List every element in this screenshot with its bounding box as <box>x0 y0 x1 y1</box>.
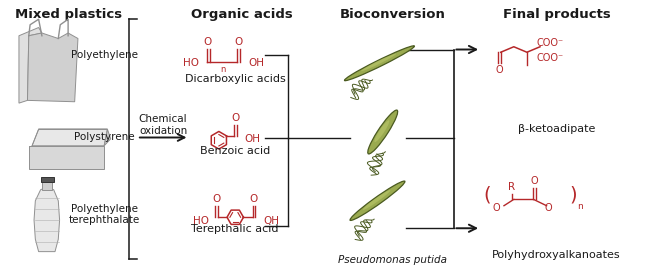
Polygon shape <box>32 129 107 146</box>
Text: O: O <box>492 203 500 213</box>
Text: OH: OH <box>248 58 265 68</box>
Text: Pseudomonas putida: Pseudomonas putida <box>338 255 447 265</box>
Polygon shape <box>28 33 78 102</box>
Ellipse shape <box>374 120 390 142</box>
Polygon shape <box>19 28 42 103</box>
Text: O: O <box>531 176 539 186</box>
Text: Terepthalic acid: Terepthalic acid <box>191 224 279 234</box>
Text: HO: HO <box>183 58 199 68</box>
Polygon shape <box>42 182 53 190</box>
Text: O: O <box>250 194 258 204</box>
Ellipse shape <box>363 190 390 210</box>
Text: OH: OH <box>263 216 279 225</box>
Text: O: O <box>232 113 240 123</box>
Text: Organic acids: Organic acids <box>191 8 293 21</box>
Text: Polyhydroxyalkanoates: Polyhydroxyalkanoates <box>492 250 620 260</box>
Text: O: O <box>234 37 243 47</box>
Text: Dicarboxylic acids: Dicarboxylic acids <box>185 74 286 84</box>
Ellipse shape <box>350 181 405 221</box>
Text: n: n <box>577 202 583 211</box>
Ellipse shape <box>344 46 415 81</box>
Text: Polystyrene: Polystyrene <box>74 133 134 142</box>
Text: Mixed plastics: Mixed plastics <box>14 8 122 21</box>
Text: R: R <box>508 182 515 192</box>
Ellipse shape <box>361 54 396 71</box>
Text: Polyethylene: Polyethylene <box>70 50 138 60</box>
Text: n: n <box>220 65 226 74</box>
Text: Bioconversion: Bioconversion <box>340 8 445 21</box>
Text: Polyethylene
terephthalate: Polyethylene terephthalate <box>68 204 139 225</box>
Text: Final products: Final products <box>503 8 610 21</box>
Text: COO⁻: COO⁻ <box>537 39 564 48</box>
Text: O: O <box>213 194 220 204</box>
Text: Benzoic acid: Benzoic acid <box>200 146 270 156</box>
Text: OH: OH <box>244 134 260 144</box>
Polygon shape <box>29 146 104 169</box>
Text: ): ) <box>569 186 576 205</box>
Text: O: O <box>495 65 503 75</box>
Text: COO⁻: COO⁻ <box>537 53 564 63</box>
Text: (: ( <box>484 186 492 205</box>
Text: O: O <box>545 204 552 213</box>
Text: O: O <box>203 37 212 47</box>
Ellipse shape <box>368 110 397 154</box>
Polygon shape <box>39 129 111 146</box>
Polygon shape <box>41 177 54 182</box>
Text: Chemical
oxidation: Chemical oxidation <box>139 114 188 136</box>
Text: β-ketoadipate: β-ketoadipate <box>518 124 595 134</box>
Polygon shape <box>34 187 60 252</box>
Text: HO: HO <box>193 216 209 225</box>
